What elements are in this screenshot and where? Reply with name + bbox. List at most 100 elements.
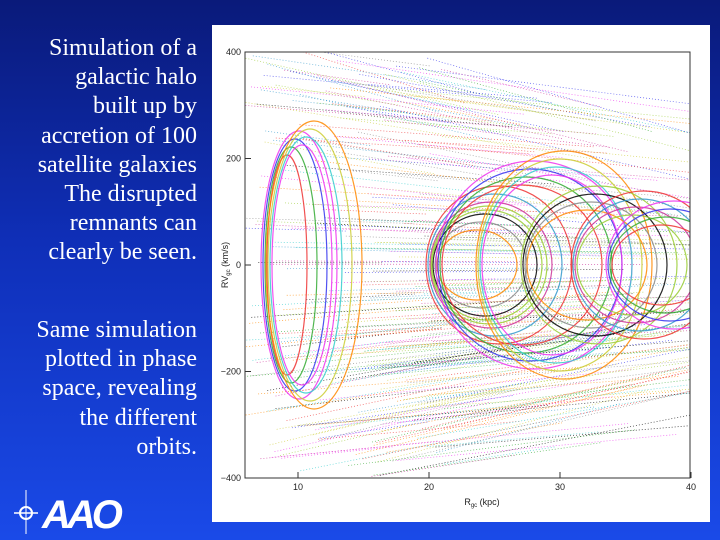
streak bbox=[388, 155, 690, 181]
text-line: Same simulation bbox=[36, 317, 197, 343]
streak bbox=[274, 241, 497, 247]
text-line: the different bbox=[79, 404, 197, 431]
streak bbox=[276, 260, 526, 263]
streak bbox=[281, 446, 393, 459]
streak bbox=[325, 90, 564, 140]
streak bbox=[347, 319, 498, 336]
streak bbox=[315, 160, 571, 192]
streak bbox=[378, 282, 668, 295]
text-line: built up by bbox=[92, 93, 197, 120]
orbit-shell bbox=[269, 136, 343, 394]
streak bbox=[256, 103, 512, 127]
streak bbox=[421, 364, 690, 430]
orbit-shell bbox=[436, 229, 518, 301]
streak bbox=[286, 363, 556, 422]
orbit-shell bbox=[526, 209, 648, 321]
streak bbox=[372, 196, 500, 204]
streak bbox=[403, 389, 507, 409]
text-line: galactic halo bbox=[75, 64, 197, 91]
streak bbox=[344, 199, 593, 216]
streak bbox=[397, 433, 678, 461]
orbit-shell bbox=[479, 166, 633, 364]
streak bbox=[292, 100, 408, 114]
orbit-shell bbox=[265, 120, 363, 410]
streak bbox=[377, 389, 650, 463]
particle-cloud bbox=[245, 52, 690, 477]
streak bbox=[275, 137, 529, 154]
streak bbox=[258, 367, 577, 395]
streak bbox=[390, 345, 617, 366]
streak bbox=[325, 109, 440, 121]
streak bbox=[417, 392, 690, 439]
streak bbox=[327, 308, 682, 340]
streak bbox=[394, 100, 522, 125]
streak bbox=[299, 124, 594, 148]
streak bbox=[359, 73, 650, 128]
streak bbox=[426, 431, 601, 447]
streak bbox=[261, 85, 365, 98]
streak bbox=[252, 55, 487, 91]
text-line: Simulation of a bbox=[49, 35, 197, 61]
streak bbox=[423, 107, 535, 130]
streak bbox=[359, 323, 646, 370]
streak bbox=[319, 369, 633, 401]
streak bbox=[352, 247, 678, 254]
streak bbox=[416, 95, 690, 134]
streak bbox=[369, 347, 690, 377]
streak bbox=[344, 356, 690, 423]
streak bbox=[334, 136, 565, 159]
streak bbox=[444, 379, 690, 410]
y-tick-label: 200 bbox=[226, 154, 241, 164]
streak bbox=[246, 334, 359, 341]
streak bbox=[291, 395, 514, 429]
streak bbox=[357, 131, 662, 195]
y-axis-label-part: (km/s) bbox=[220, 242, 230, 270]
text-line: accretion of 100 bbox=[41, 122, 197, 149]
text-line: plotted in phase bbox=[45, 346, 197, 373]
x-axis-label-part: R bbox=[464, 497, 471, 507]
x-tick-label: 20 bbox=[424, 482, 434, 492]
streak bbox=[304, 331, 481, 352]
streak bbox=[414, 392, 690, 421]
streak bbox=[358, 382, 524, 413]
streak bbox=[261, 175, 531, 205]
streak bbox=[250, 86, 525, 115]
streak bbox=[441, 68, 603, 108]
streak bbox=[423, 299, 690, 319]
streak bbox=[415, 352, 521, 362]
text-line: remnants can bbox=[69, 210, 197, 237]
orbit-shell bbox=[607, 208, 690, 322]
streak bbox=[317, 224, 546, 233]
orbit-shell bbox=[481, 174, 623, 356]
streak bbox=[274, 401, 491, 453]
streak bbox=[324, 217, 463, 224]
streak bbox=[377, 241, 635, 247]
streak bbox=[424, 235, 690, 246]
streak bbox=[379, 105, 690, 180]
streak bbox=[426, 348, 690, 403]
logo: AAO bbox=[14, 490, 127, 536]
streak bbox=[338, 168, 439, 182]
streak bbox=[363, 280, 586, 286]
orbit-shell bbox=[572, 198, 690, 332]
text-line: orbits. bbox=[136, 433, 197, 460]
orbit-shell bbox=[262, 138, 328, 392]
orbit-shell bbox=[609, 216, 690, 314]
text-line: clearly be seen. bbox=[48, 239, 197, 266]
streak bbox=[443, 285, 567, 290]
streak bbox=[313, 204, 679, 217]
streak bbox=[405, 220, 690, 233]
streak bbox=[318, 155, 517, 171]
streak bbox=[318, 420, 522, 440]
x-tick-label: 40 bbox=[686, 482, 696, 492]
streak bbox=[332, 337, 525, 351]
streak bbox=[260, 89, 452, 121]
streak bbox=[251, 343, 518, 377]
text-line: satellite galaxies bbox=[37, 151, 197, 178]
streak bbox=[329, 286, 488, 292]
streak bbox=[396, 65, 690, 105]
streak bbox=[245, 382, 449, 416]
text-line: space, revealing bbox=[42, 375, 197, 402]
